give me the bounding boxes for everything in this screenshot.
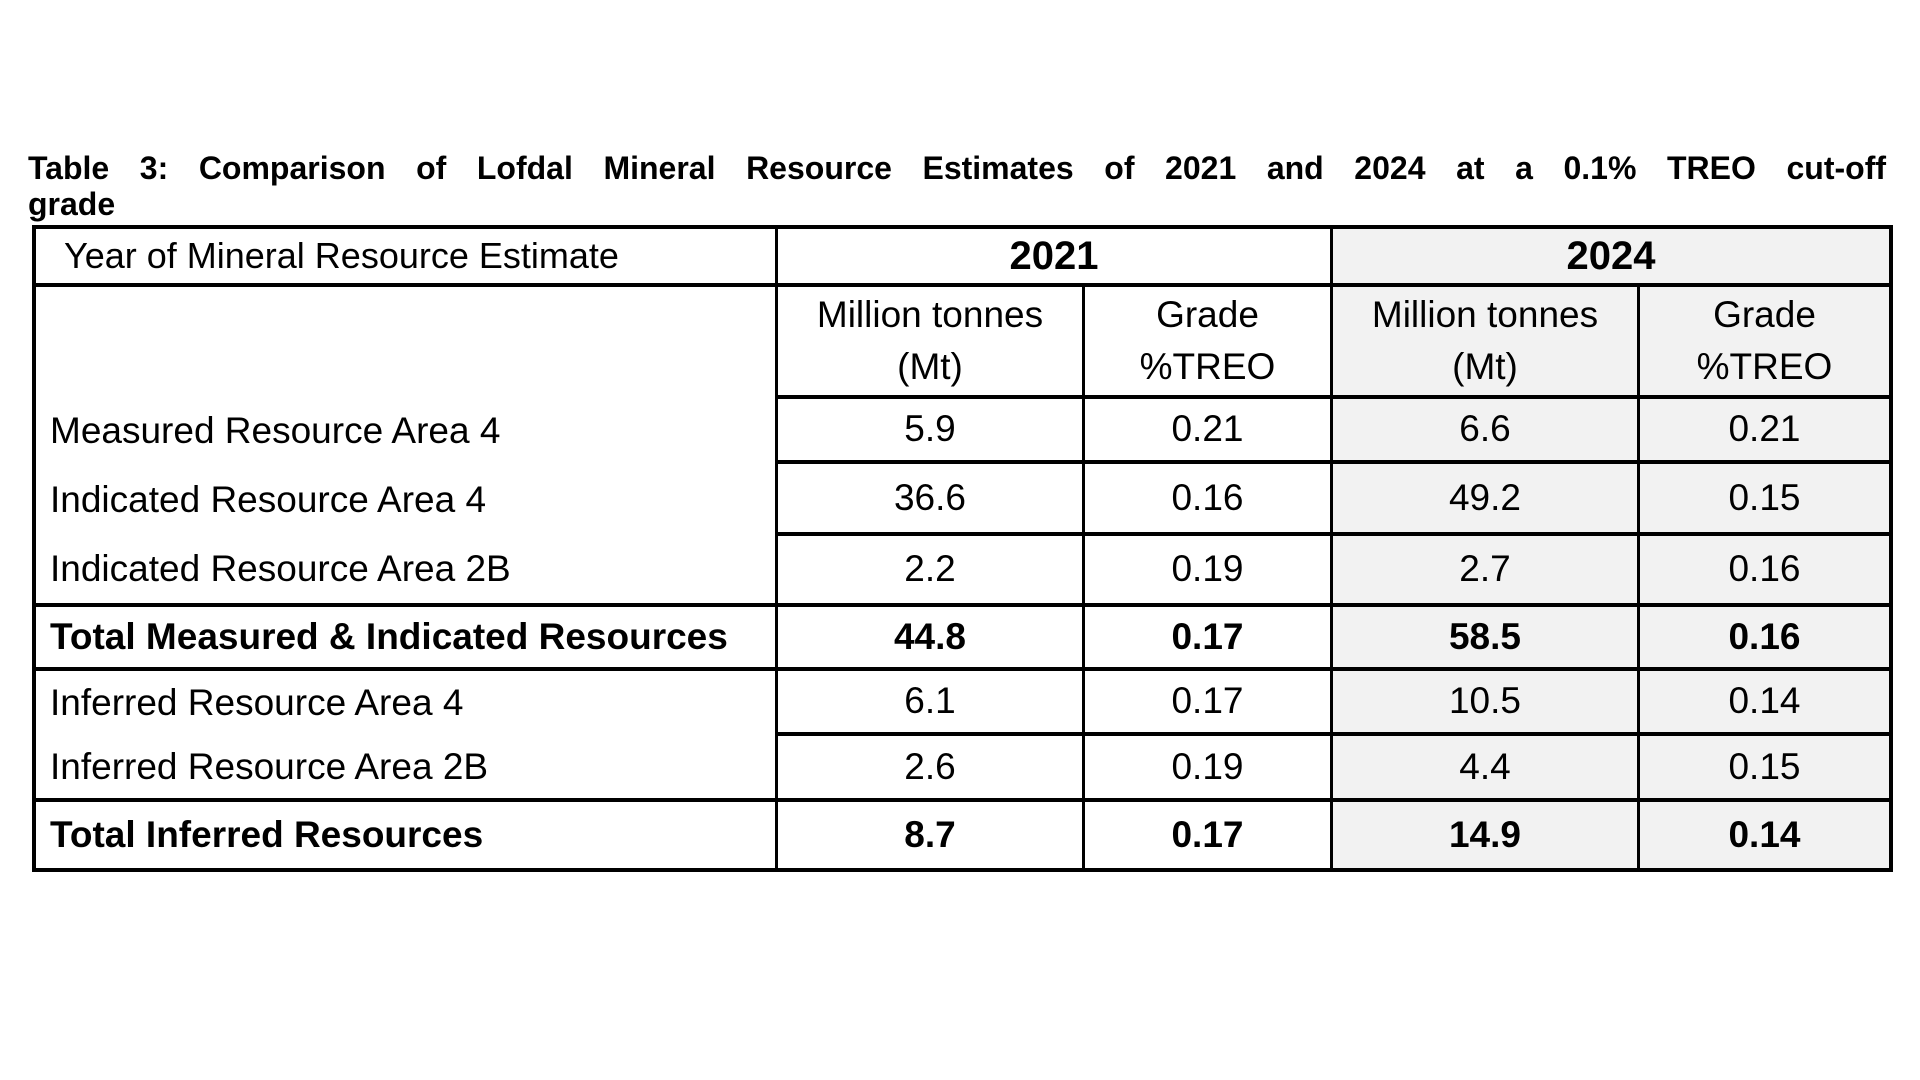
column-title-line1: Million tonnes [816, 294, 1044, 335]
column-title-line1: Grade [1156, 294, 1259, 335]
header-spacer-cell [36, 287, 778, 399]
column-title-line2: %TREO [1696, 346, 1833, 387]
value-2024-grade: 0.14 [1640, 802, 1889, 868]
row-label-indicated-area-4: Indicated Resource Area 4 [36, 464, 778, 536]
value-2021-grade: 0.19 [1085, 736, 1333, 802]
column-title-line1: Grade [1713, 294, 1816, 335]
row-label-inferred-area-2b: Inferred Resource Area 2B [36, 736, 778, 802]
value-2024-grade: 0.15 [1640, 736, 1889, 802]
mineral-resource-comparison-table: Year of Mineral Resource Estimate 2021 2… [32, 225, 1893, 872]
value-2021-grade: 0.17 [1085, 671, 1333, 736]
row-label-inferred-area-4: Inferred Resource Area 4 [36, 671, 778, 736]
header-2024-million-tonnes: Million tonnes (Mt) [1333, 287, 1640, 399]
header-2021-million-tonnes: Million tonnes (Mt) [778, 287, 1085, 399]
value-2024-mt: 4.4 [1333, 736, 1640, 802]
value-2021-grade: 0.17 [1085, 607, 1333, 671]
table-caption-line2: grade [28, 186, 116, 222]
value-2021-mt: 2.2 [778, 536, 1085, 607]
column-title-line1: Million tonnes [1371, 294, 1599, 335]
header-group-2024: 2024 [1333, 229, 1889, 287]
table-caption-line1: Table 3: Comparison of Lofdal Mineral Re… [28, 150, 1886, 186]
value-2021-mt: 44.8 [778, 607, 1085, 671]
value-2024-mt: 2.7 [1333, 536, 1640, 607]
row-label-measured-area-4: Measured Resource Area 4 [36, 399, 778, 464]
value-2021-grade: 0.16 [1085, 464, 1333, 536]
row-label-total-measured-indicated: Total Measured & Indicated Resources [36, 607, 778, 671]
value-2021-mt: 36.6 [778, 464, 1085, 536]
value-2024-grade: 0.15 [1640, 464, 1889, 536]
header-year-of-estimate: Year of Mineral Resource Estimate [36, 229, 778, 287]
value-2024-mt: 58.5 [1333, 607, 1640, 671]
value-2024-grade: 0.14 [1640, 671, 1889, 736]
value-2024-grade: 0.21 [1640, 399, 1889, 464]
header-group-2021: 2021 [778, 229, 1333, 287]
header-2021-grade-treo: Grade %TREO [1085, 287, 1333, 399]
value-2021-mt: 8.7 [778, 802, 1085, 868]
row-label-indicated-area-2b: Indicated Resource Area 2B [36, 536, 778, 607]
value-2021-mt: 5.9 [778, 399, 1085, 464]
column-title-line2: %TREO [1139, 346, 1276, 387]
table-caption: Table 3: Comparison of Lofdal Mineral Re… [28, 150, 1886, 222]
value-2021-grade: 0.19 [1085, 536, 1333, 607]
value-2024-grade: 0.16 [1640, 607, 1889, 671]
value-2024-mt: 10.5 [1333, 671, 1640, 736]
value-2024-mt: 49.2 [1333, 464, 1640, 536]
value-2021-grade: 0.21 [1085, 399, 1333, 464]
value-2024-mt: 6.6 [1333, 399, 1640, 464]
column-title-line2: (Mt) [897, 346, 963, 387]
column-title-line2: (Mt) [1452, 346, 1518, 387]
value-2021-mt: 2.6 [778, 736, 1085, 802]
header-2024-grade-treo: Grade %TREO [1640, 287, 1889, 399]
value-2024-grade: 0.16 [1640, 536, 1889, 607]
row-label-total-inferred: Total Inferred Resources [36, 802, 778, 868]
value-2024-mt: 14.9 [1333, 802, 1640, 868]
value-2021-grade: 0.17 [1085, 802, 1333, 868]
value-2021-mt: 6.1 [778, 671, 1085, 736]
